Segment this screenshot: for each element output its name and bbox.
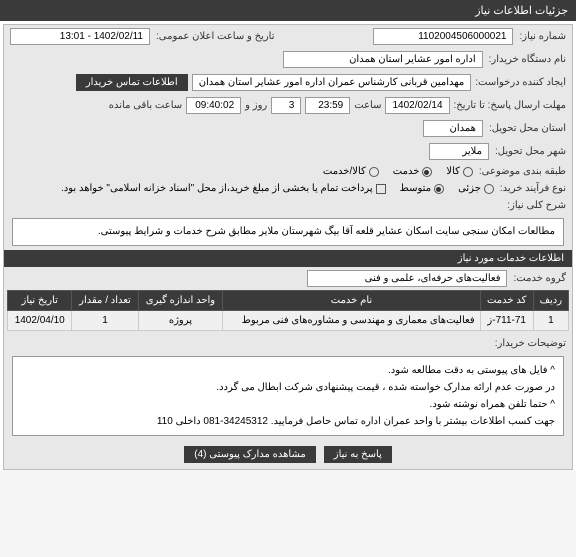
td-2: فعالیت‌های معماری و مهندسی و مشاوره‌های … xyxy=(223,311,480,331)
row-province: استان محل تحویل: همدان xyxy=(4,117,572,140)
td-0: 1 xyxy=(533,311,568,331)
buyer-value: اداره امور عشایر استان همدان xyxy=(283,51,483,68)
province-value: همدان xyxy=(423,120,483,137)
note-line-1: ^ فایل های پیوستی به دقت مطالعه شود. xyxy=(21,362,555,379)
td-5: 1402/04/10 xyxy=(8,311,72,331)
checkbox-treasury[interactable]: پرداخت تمام یا بخشی از مبلغ خرید،از محل … xyxy=(61,183,386,194)
city-value: ملایر xyxy=(429,143,489,160)
radio-service[interactable]: خدمت xyxy=(393,166,433,177)
deadline-label: مهلت ارسال پاسخ: تا تاریخ: xyxy=(454,100,566,111)
radio-minor-label: جزئی xyxy=(458,183,481,194)
services-header: اطلاعات خدمات مورد نیاز xyxy=(4,250,572,267)
requester-label: ایجاد کننده درخواست: xyxy=(475,77,566,88)
row-desc-label: شرح کلی نیاز: xyxy=(4,197,572,214)
row-requester: ایجاد کننده درخواست: مهدامین قربانی کارش… xyxy=(4,71,572,94)
radio-goods-dot xyxy=(463,167,473,177)
days-label: روز و xyxy=(245,100,267,111)
remaining-label: ساعت باقی مانده xyxy=(109,100,182,111)
services-table: ردیف کد خدمت نام خدمت واحد اندازه گیری ت… xyxy=(7,290,569,331)
th-0: ردیف xyxy=(533,291,568,311)
table-row: 1 711-71-ز فعالیت‌های معماری و مهندسی و … xyxy=(8,311,569,331)
time-label-1: ساعت xyxy=(354,100,381,111)
td-1: 711-71-ز xyxy=(480,311,533,331)
deadline-date: 1402/02/14 xyxy=(385,97,449,114)
attachments-button[interactable]: مشاهده مدارک پیوستی (4) xyxy=(184,446,316,463)
note-line-3: ^ حتما تلفن همراه نوشته شود. xyxy=(21,396,555,413)
process-label: نوع فرآیند خرید: xyxy=(500,183,566,194)
desc-box: مطالعات امکان سنجی سایت اسکان عشایر قلعه… xyxy=(12,218,564,246)
table-header-row: ردیف کد خدمت نام خدمت واحد اندازه گیری ت… xyxy=(8,291,569,311)
td-4: 1 xyxy=(72,311,138,331)
group-value: فعالیت‌های حرفه‌ای، علمی و فنی xyxy=(307,270,507,287)
radio-both-label: کالا/خدمت xyxy=(323,166,366,177)
need-number-label: شماره نیاز: xyxy=(519,31,566,42)
row-notes-label: توضیحات خریدار: xyxy=(4,335,572,352)
th-1: کد خدمت xyxy=(480,291,533,311)
city-label: شهر محل تحویل: xyxy=(495,146,566,157)
radio-service-label: خدمت xyxy=(393,166,420,177)
datetime-label: تاریخ و ساعت اعلان عمومی: xyxy=(156,31,275,42)
datetime-value: 1402/02/11 - 13:01 xyxy=(10,28,150,45)
need-number-value: 1102004506000021 xyxy=(373,28,513,45)
th-3: واحد اندازه گیری xyxy=(138,291,223,311)
page-header: جزئیات اطلاعات نیاز xyxy=(0,0,576,21)
province-label: استان محل تحویل: xyxy=(489,123,566,134)
action-row: پاسخ به نیاز مشاهده مدارک پیوستی (4) xyxy=(4,440,572,469)
row-deadline: مهلت ارسال پاسخ: تا تاریخ: 1402/02/14 سا… xyxy=(4,94,572,117)
radio-medium-dot xyxy=(434,184,444,194)
respond-button[interactable]: پاسخ به نیاز xyxy=(324,446,392,463)
requester-value: مهدامین قربانی کارشناس عمران اداره امور … xyxy=(192,74,472,91)
process-text: پرداخت تمام یا بخشی از مبلغ خرید،از محل … xyxy=(61,183,373,194)
row-need-number: شماره نیاز: 1102004506000021 تاریخ و ساع… xyxy=(4,25,572,48)
radio-medium[interactable]: متوسط xyxy=(400,183,444,194)
note-line-4: جهت کسب اطلاعات بیشتر با واحد عمران ادار… xyxy=(21,413,555,430)
radio-goods-label: کالا xyxy=(446,166,460,177)
group-label: گروه خدمت: xyxy=(513,273,566,284)
buyer-label: نام دستگاه خریدار: xyxy=(489,54,566,65)
page-title: جزئیات اطلاعات نیاز xyxy=(475,5,568,17)
td-3: پروژه xyxy=(138,311,223,331)
desc-text: مطالعات امکان سنجی سایت اسکان عشایر قلعه… xyxy=(98,226,555,237)
radio-goods[interactable]: کالا xyxy=(446,166,473,177)
process-radios: جزئی متوسط پرداخت تمام یا بخشی از مبلغ خ… xyxy=(61,183,494,194)
notes-box: ^ فایل های پیوستی به دقت مطالعه شود. در … xyxy=(12,356,564,436)
checkbox-treasury-box xyxy=(376,184,386,194)
th-5: تاریخ نیاز xyxy=(8,291,72,311)
radio-both-dot xyxy=(369,167,379,177)
radio-minor[interactable]: جزئی xyxy=(458,183,494,194)
notes-label: توضیحات خریدار: xyxy=(495,338,566,349)
th-2: نام خدمت xyxy=(223,291,480,311)
row-buyer: نام دستگاه خریدار: اداره امور عشایر استا… xyxy=(4,48,572,71)
radio-minor-dot xyxy=(484,184,494,194)
category-label: طبقه بندی موضوعی: xyxy=(479,166,566,177)
desc-label: شرح کلی نیاز: xyxy=(507,200,566,211)
row-service-group: گروه خدمت: فعالیت‌های حرفه‌ای، علمی و فن… xyxy=(4,267,572,290)
days-value: 3 xyxy=(271,97,301,114)
info-section: شماره نیاز: 1102004506000021 تاریخ و ساع… xyxy=(3,24,573,470)
deadline-time: 23:59 xyxy=(305,97,350,114)
category-radios: کالا خدمت کالا/خدمت xyxy=(323,166,473,177)
main-container: جزئیات اطلاعات نیاز شماره نیاز: 11020045… xyxy=(0,0,576,470)
row-city: شهر محل تحویل: ملایر xyxy=(4,140,572,163)
row-category: طبقه بندی موضوعی: کالا خدمت کالا/خدمت xyxy=(4,163,572,180)
th-4: تعداد / مقدار xyxy=(72,291,138,311)
note-line-2: در صورت عدم ارائه مدارک خواسته شده ، قیم… xyxy=(21,379,555,396)
contact-button[interactable]: اطلاعات تماس خریدار xyxy=(76,74,188,91)
radio-both[interactable]: کالا/خدمت xyxy=(323,166,379,177)
row-process: نوع فرآیند خرید: جزئی متوسط پرداخت تمام … xyxy=(4,180,572,197)
remaining-time: 09:40:02 xyxy=(186,97,241,114)
radio-medium-label: متوسط xyxy=(400,183,431,194)
radio-service-dot xyxy=(422,167,432,177)
